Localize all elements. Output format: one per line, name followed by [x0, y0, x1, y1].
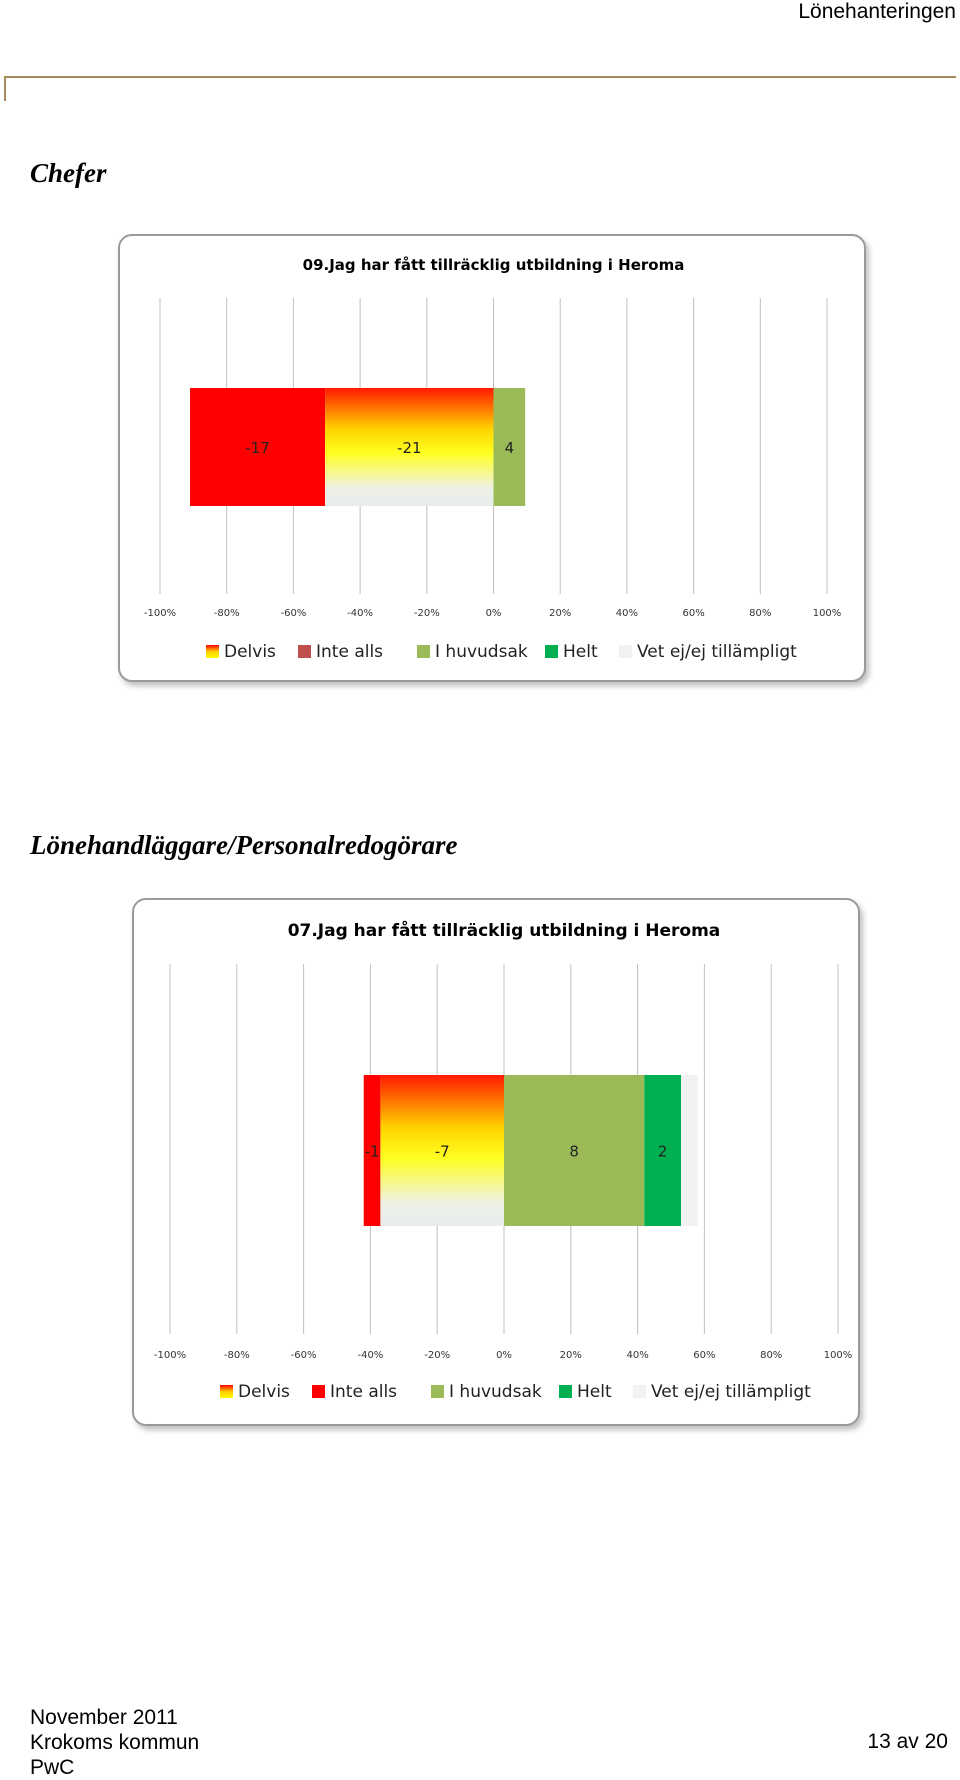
legend-label: Vet ej/ej tillämpligt — [651, 1382, 811, 1402]
x-tick-label: 20% — [549, 608, 571, 619]
legend-swatch — [559, 1385, 572, 1398]
x-tick-label: 20% — [560, 1350, 582, 1361]
bar-inte-alls — [190, 388, 326, 506]
x-tick-label: 40% — [626, 1350, 648, 1361]
x-tick-label: -80% — [224, 1350, 250, 1361]
legend-swatch — [298, 645, 311, 658]
data-label: 8 — [569, 1143, 579, 1161]
x-tick-label: 100% — [824, 1350, 853, 1361]
legend-swatch — [220, 1385, 233, 1398]
x-tick-label: -100% — [144, 608, 176, 619]
chart-1-svg: 09.Jag har fått tillräcklig utbildning i… — [144, 256, 842, 662]
data-label: 2 — [658, 1143, 668, 1161]
legend-label: Delvis — [224, 642, 276, 662]
bar-helt — [644, 1075, 682, 1226]
footer-date: November 2011 — [30, 1706, 178, 1729]
data-label: -1 — [365, 1143, 380, 1161]
x-tick-label: -40% — [347, 608, 373, 619]
legend-label: Inte alls — [316, 642, 383, 662]
x-tick-label: -20% — [414, 608, 440, 619]
chart-title: 09.Jag har fått tillräcklig utbildning i… — [303, 256, 685, 274]
chart-2-svg: 07.Jag har fått tillräcklig utbildning i… — [154, 919, 853, 1402]
x-tick-label: -20% — [424, 1350, 450, 1361]
x-tick-label: -80% — [214, 608, 240, 619]
data-label: -21 — [397, 439, 422, 457]
chart-title: 07.Jag har fått tillräcklig utbildning i… — [288, 919, 721, 941]
x-tick-label: 60% — [693, 1350, 715, 1361]
x-tick-label: 40% — [616, 608, 638, 619]
footer-company: PwC — [30, 1756, 75, 1779]
running-header-title: Lönehanteringen — [798, 0, 956, 23]
bar-i-huvudsak — [504, 1075, 645, 1226]
legend-label: I huvudsak — [449, 1382, 542, 1402]
x-tick-label: -40% — [357, 1350, 383, 1361]
x-tick-label: -60% — [280, 608, 306, 619]
legend-label: Helt — [577, 1382, 612, 1402]
legend-swatch — [312, 1385, 325, 1398]
legend-swatch — [633, 1385, 646, 1398]
legend-label: Delvis — [238, 1382, 290, 1402]
footer-org: Krokoms kommun — [30, 1731, 200, 1754]
page-number: 13 av 20 — [867, 1730, 948, 1753]
legend-swatch — [431, 1385, 444, 1398]
data-label: -17 — [245, 439, 270, 457]
bar-i-huvudsak — [493, 388, 526, 506]
x-tick-label: -100% — [154, 1350, 186, 1361]
x-tick-label: 60% — [682, 608, 704, 619]
x-tick-label: 80% — [760, 1350, 782, 1361]
legend-swatch — [619, 645, 632, 658]
section-heading-lonehandlaggare: Lönehandläggare/Personalredogörare — [30, 830, 458, 860]
legend-label: Inte alls — [330, 1382, 397, 1402]
legend-swatch — [206, 645, 219, 658]
x-tick-label: 80% — [749, 608, 771, 619]
x-tick-label: 0% — [496, 1350, 512, 1361]
x-tick-label: -60% — [291, 1350, 317, 1361]
chart-panel-1: 09.Jag har fått tillräcklig utbildning i… — [118, 234, 866, 682]
legend-swatch — [545, 645, 558, 658]
bar-inte-alls — [363, 1075, 381, 1226]
legend-label: Helt — [563, 642, 598, 662]
legend-swatch — [417, 645, 430, 658]
section-heading-chefer: Chefer — [30, 158, 107, 188]
header-rule — [4, 76, 956, 101]
bar-vet-ej-ej-till-mpligt — [681, 1075, 698, 1226]
chart-panel-2: 07.Jag har fått tillräcklig utbildning i… — [132, 898, 860, 1426]
bar-delvis — [325, 388, 494, 506]
bar-delvis — [380, 1075, 504, 1226]
legend-label: I huvudsak — [435, 642, 528, 662]
data-label: 4 — [505, 439, 515, 457]
data-label: -7 — [435, 1143, 450, 1161]
x-tick-label: 0% — [486, 608, 502, 619]
legend-label: Vet ej/ej tillämpligt — [637, 642, 797, 662]
footer: November 2011 Krokoms kommun PwC — [30, 1705, 199, 1780]
x-tick-label: 100% — [813, 608, 842, 619]
